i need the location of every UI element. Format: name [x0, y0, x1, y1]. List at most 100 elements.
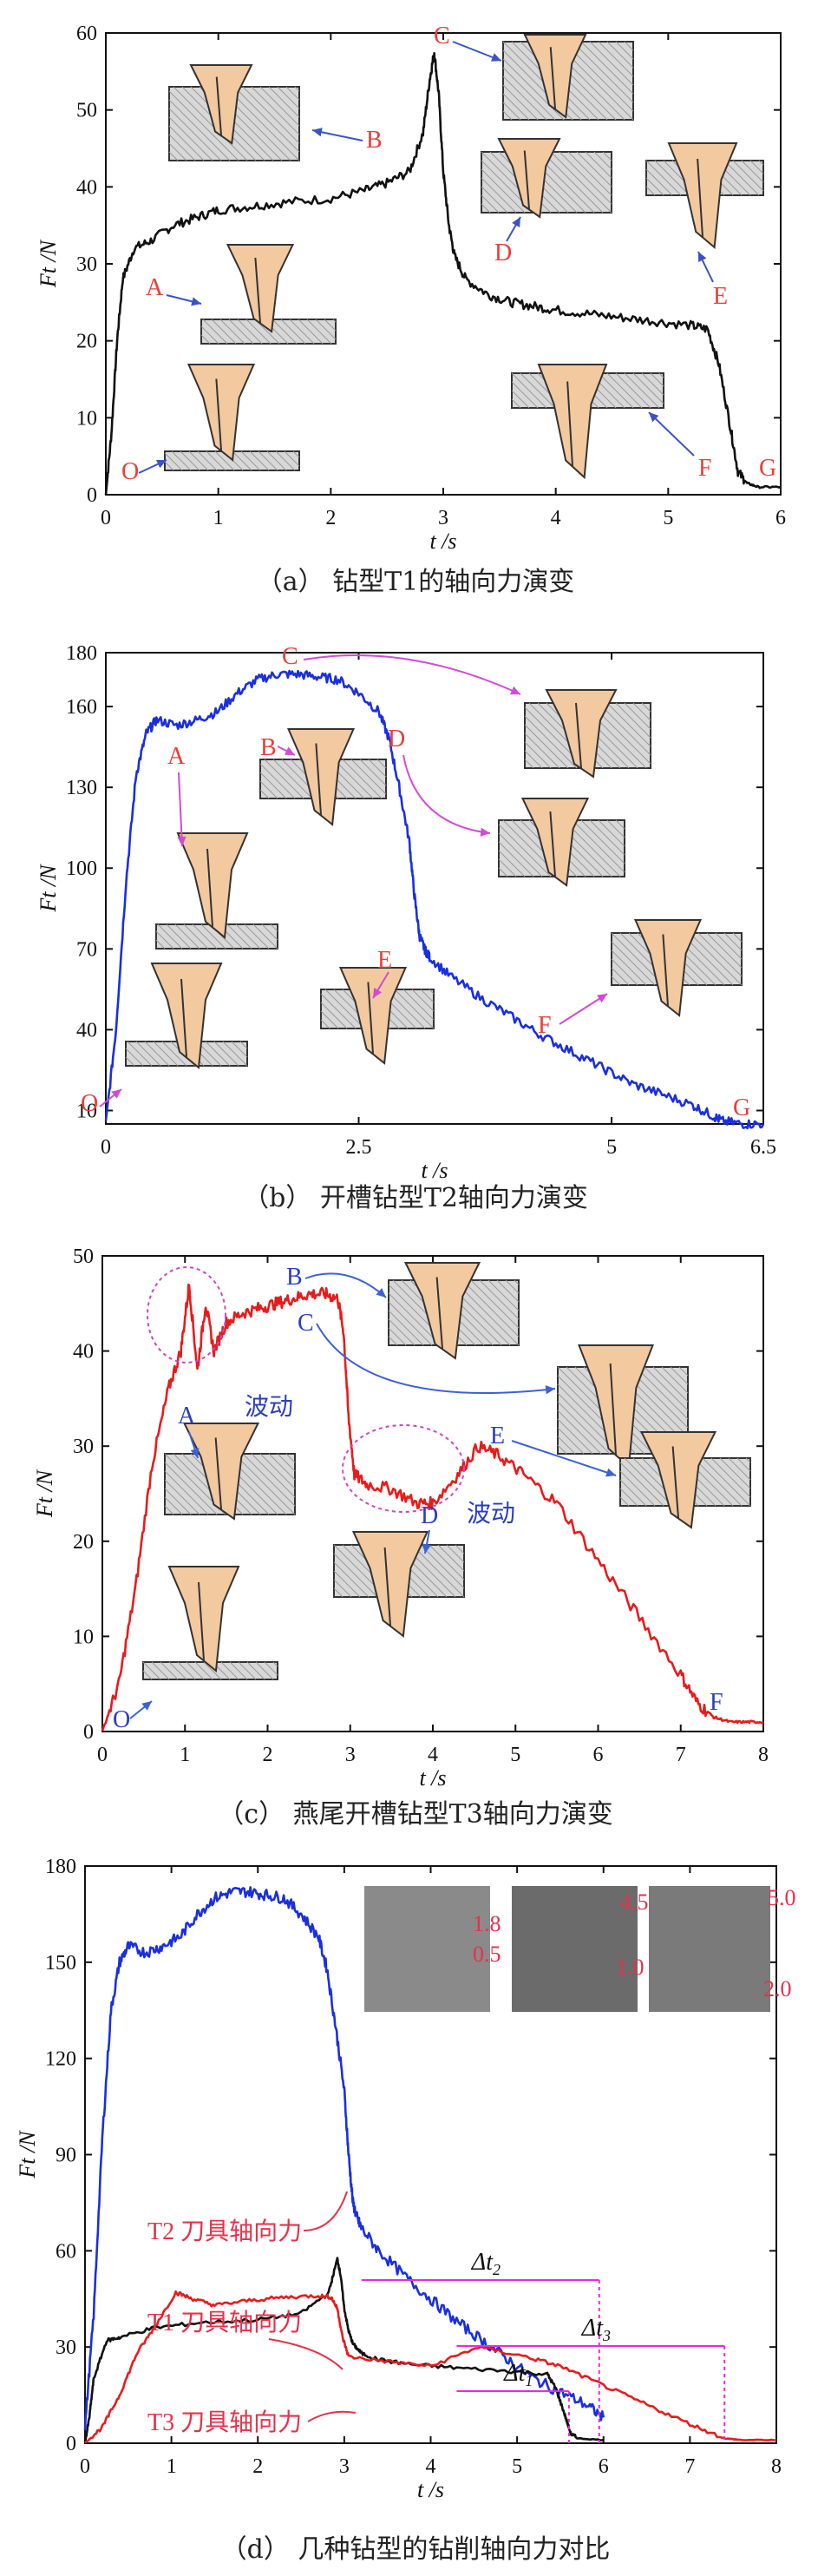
hatch-line — [240, 450, 261, 471]
hatch-line — [572, 41, 634, 103]
point-label-G: G — [733, 1094, 750, 1121]
hatch-line — [557, 1418, 593, 1455]
arrow-C-head — [491, 53, 501, 62]
hatch-line — [632, 372, 664, 404]
hatch-line — [511, 381, 539, 409]
hatch-line — [333, 1570, 361, 1598]
hatch-line — [524, 741, 552, 769]
delta-t1-label-sub: 1 — [525, 2372, 533, 2389]
hatch-line — [277, 86, 300, 109]
x-tick-label: 2 — [252, 2455, 263, 2478]
hatch-line — [151, 1661, 170, 1680]
drill-edge — [383, 1547, 391, 1626]
drill-edge — [367, 982, 374, 1055]
hatch-line — [388, 1336, 398, 1346]
drill-body — [338, 967, 408, 1065]
hatch-line — [641, 702, 651, 713]
x-tick-label: 4 — [428, 1744, 438, 1766]
hatch-line — [635, 1366, 689, 1420]
hatch-line — [598, 372, 634, 409]
hatch-line — [550, 151, 612, 214]
drill-O — [167, 1566, 240, 1672]
point-label-D: D — [494, 240, 512, 266]
x-axis-label: t /s — [429, 529, 456, 554]
hatch-line — [259, 772, 287, 799]
leader-T3 — [307, 2410, 357, 2422]
hatch-line — [200, 923, 226, 950]
series-label-T3: T3 刀具轴向力 — [147, 2408, 302, 2436]
drill-body — [667, 142, 738, 249]
hatch-line — [420, 989, 435, 1003]
y-tick-label: 0 — [87, 484, 97, 507]
hatch-line — [258, 450, 278, 471]
arrow-B-head — [376, 1287, 386, 1298]
hatch-line — [272, 319, 298, 345]
delta-t2-label: Δt2 — [471, 2249, 501, 2278]
hatch-line — [259, 789, 270, 799]
hatch-line — [658, 372, 664, 378]
drill-edge — [215, 76, 222, 136]
hatch-line — [619, 1496, 630, 1507]
hatch-line — [702, 1457, 751, 1507]
hatch-line — [272, 759, 313, 799]
arrow-C-head — [545, 1385, 555, 1395]
arrow-E-head — [605, 1468, 616, 1477]
y-axis-label: Ft /N — [32, 1469, 57, 1518]
fluctuation-ellipse-1 — [147, 1266, 226, 1364]
hatch-line — [502, 67, 556, 121]
hatch-line — [228, 319, 254, 345]
hatch-line — [557, 1436, 576, 1455]
drill-body — [639, 1431, 717, 1529]
hatch-line — [514, 1279, 520, 1285]
hatch-line — [320, 1002, 348, 1029]
hatch-line — [164, 452, 183, 471]
hatch-line — [177, 1661, 196, 1680]
x-tick-label: 0 — [101, 507, 111, 529]
hatch-line — [219, 319, 245, 345]
drill-edge — [697, 158, 703, 238]
hatch-line — [242, 1453, 296, 1507]
y-axis-label: Ft /N — [36, 239, 61, 288]
hatch-line — [197, 450, 218, 471]
hatch-line — [567, 151, 612, 196]
hatch-line — [557, 1401, 611, 1455]
hatch-line — [164, 1470, 209, 1515]
hatch-line — [244, 923, 270, 950]
hatch-line — [255, 1661, 274, 1680]
point-label-D: D — [388, 726, 405, 752]
arrow-B — [304, 1272, 387, 1298]
drill-D — [497, 138, 561, 219]
annotation-fluctuation-2: 波动 — [467, 1500, 515, 1528]
hatch-line — [211, 319, 237, 345]
x-tick-label: 4 — [551, 507, 561, 529]
chart-panel-a: 0 1 2 3 4 5 6 0 10 20 30 40 50 60 t /s Ft /N O A B C D E F G — [0, 0, 831, 608]
y-tick-label: 30 — [56, 2336, 76, 2359]
hatch-line — [524, 715, 578, 769]
hatch-line — [498, 850, 526, 877]
hatch-line — [232, 450, 252, 471]
x-tick-label: 3 — [339, 2455, 350, 2478]
hatch-line — [142, 1661, 161, 1680]
series-line-T3 — [84, 2290, 777, 2444]
hatch-line — [402, 989, 435, 1021]
hatch-line — [275, 450, 296, 471]
series-line-main — [101, 1283, 764, 1732]
y-tick-label: 90 — [56, 2145, 76, 2167]
hatch-line — [324, 319, 337, 332]
caption-c: （c） 燕尾开槽钻型T3轴向力演变 — [218, 1799, 613, 1830]
x-tick-label: 1 — [213, 507, 224, 529]
hatch-line — [125, 1056, 135, 1067]
y-tick-label: 60 — [76, 23, 97, 45]
hatch-line — [268, 1453, 296, 1481]
hatch-line — [320, 993, 357, 1029]
hatch-line — [266, 450, 287, 471]
hatch-line — [164, 1505, 174, 1515]
hatch-line — [388, 1301, 433, 1346]
hatch-line — [160, 1661, 179, 1680]
y-tick-label: 10 — [73, 1626, 94, 1648]
hatch-line — [272, 1661, 278, 1667]
hatch-line — [624, 702, 651, 730]
drill-B — [286, 728, 356, 826]
hatch-line — [333, 1561, 370, 1598]
hatch-line — [645, 177, 664, 196]
